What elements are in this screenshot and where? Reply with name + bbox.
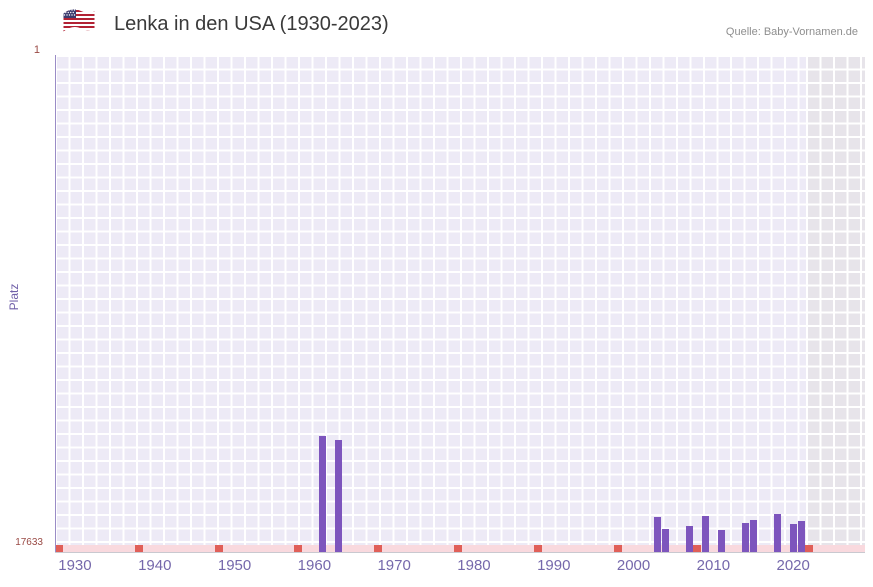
no-data-marker[interactable] [214,545,223,552]
no-data-marker[interactable] [55,545,63,552]
x-axis: 1930 1940 1950 1960 1970 1980 1990 2000 2010 2020 [55,557,865,577]
x-tick-label: 2020 [776,557,810,574]
x-tick-label: 2000 [616,557,651,574]
no-data-marker[interactable] [533,545,542,552]
no-data-marker[interactable] [374,545,383,552]
no-data-marker[interactable] [294,545,303,552]
no-data-marker[interactable] [134,545,143,552]
x-tick-label: 2010 [696,557,731,574]
x-tick-label: 1970 [377,557,411,574]
bar[interactable] [654,516,661,552]
y-axis-max-label: 1 [33,44,40,56]
bar[interactable] [661,528,669,552]
plot-area [55,55,865,552]
x-tick-label: 1930 [58,557,92,574]
recent-years-band [805,55,865,552]
x-tick-label: 1980 [457,557,491,574]
bar[interactable] [789,523,797,552]
bar[interactable] [741,523,749,552]
x-tick-label: 1990 [537,557,571,574]
no-data-marker[interactable] [613,545,622,552]
x-tick-label: 1940 [138,557,172,574]
bar[interactable] [685,526,693,552]
bar[interactable] [334,439,342,552]
bar[interactable] [773,514,781,552]
y-axis-line [55,55,56,552]
no-data-marker[interactable] [454,545,462,552]
x-axis-line [55,552,865,553]
page-title: Lenka in den USA (1930-2023) [114,13,389,35]
bar[interactable] [749,519,757,552]
no-data-marker[interactable] [805,545,814,552]
no-data-marker[interactable] [693,545,702,552]
y-axis-min-label: 17633 [15,537,43,548]
bar[interactable] [717,530,725,552]
bar[interactable] [701,516,709,552]
bar[interactable] [797,520,805,552]
us-flag-icon [63,9,95,32]
y-axis-title: Platz [7,283,21,311]
source-label: Quelle: Baby-Vornamen.de [725,26,858,38]
x-tick-label: 1950 [217,557,252,574]
bar[interactable] [318,436,326,552]
x-tick-label: 1960 [297,557,332,574]
